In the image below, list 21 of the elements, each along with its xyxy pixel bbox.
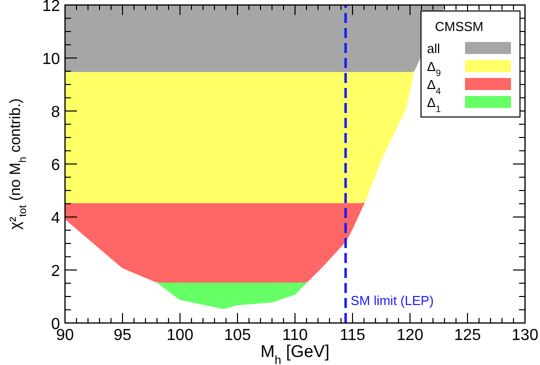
y-tick-label: 12 xyxy=(42,0,60,15)
legend-label: Δ$_{9}$ xyxy=(427,59,441,78)
y-tick-label: 2 xyxy=(51,263,60,280)
x-tick-label: 115 xyxy=(340,327,366,344)
x-tick-label: 110 xyxy=(282,327,308,344)
y-tick-label: 8 xyxy=(51,104,60,121)
y-tick-label: 10 xyxy=(42,51,60,68)
legend-label: Δ$_{4}$ xyxy=(427,77,441,96)
x-axis-title: M$_{h}$ [GeV] xyxy=(260,342,330,365)
x-tick-label: 105 xyxy=(224,327,251,344)
x-tick-label: 100 xyxy=(166,327,194,344)
x-tick-label: 125 xyxy=(454,327,481,344)
y-tick-label: 6 xyxy=(51,157,60,174)
legend-label: Δ$_{1}$ xyxy=(427,95,441,114)
x-tick-label: 130 xyxy=(512,327,538,344)
x-tick-label: 120 xyxy=(396,327,424,344)
legend-title: CMSSM xyxy=(435,19,484,34)
legend-label: all xyxy=(427,41,440,56)
ref-line-label: SM limit (LEP) xyxy=(350,293,434,308)
y-tick-label: 4 xyxy=(51,210,60,227)
x-tick-label: 95 xyxy=(114,327,132,344)
